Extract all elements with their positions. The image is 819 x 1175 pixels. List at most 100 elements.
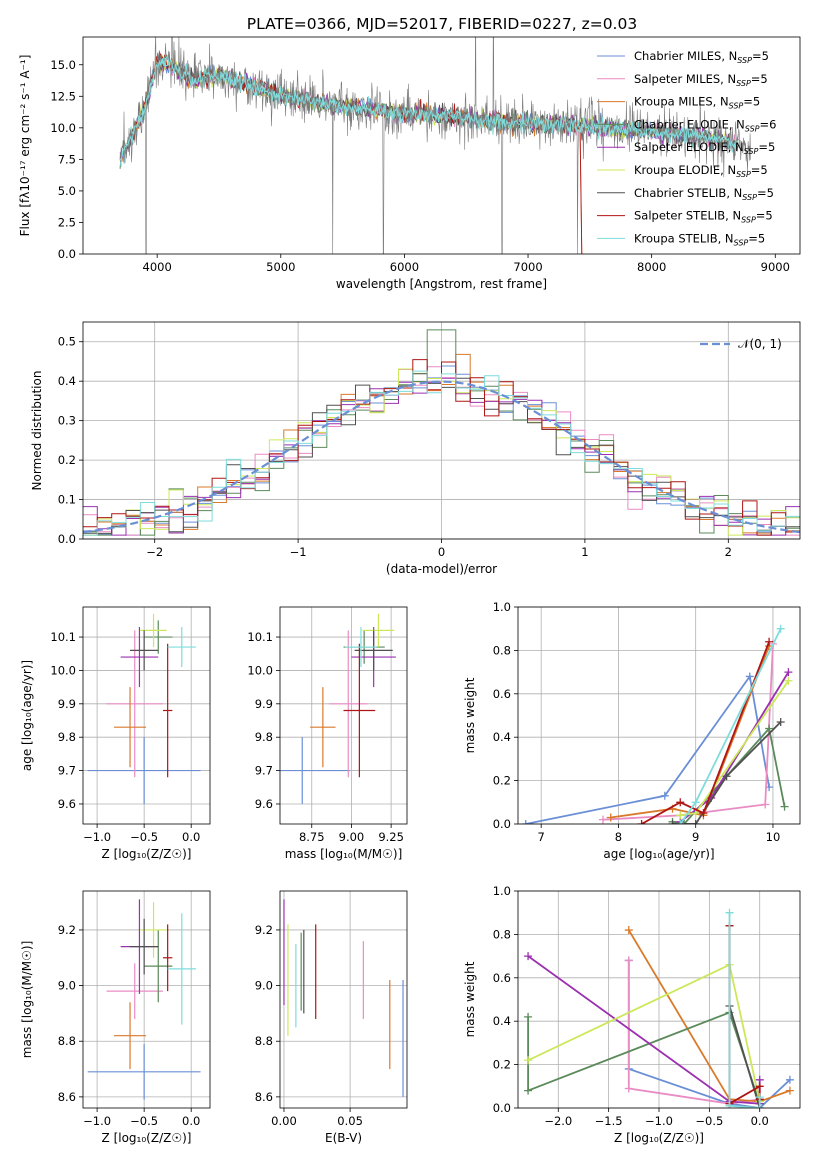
x-tick-label: 9	[692, 830, 699, 844]
y-tick-label: 10.0	[50, 663, 76, 677]
y-tick-label: 7.5	[58, 152, 76, 166]
y-tick-label: 0.0	[58, 247, 76, 261]
legend-label: Kroupa STELIB, NSSP=5	[634, 231, 765, 247]
x-tick-label: 5000	[266, 260, 295, 274]
x-tick-label: 7000	[513, 260, 542, 274]
spectrum-observed	[119, 37, 751, 254]
y-tick-label: 9.8	[58, 730, 76, 744]
spectrum-model-salpeter-stelib	[119, 53, 583, 254]
series-line-chabrier-miles	[525, 674, 770, 824]
series-line-kroupa-miles	[610, 645, 770, 819]
y-tick-label: 0.0	[493, 1101, 511, 1115]
axes-frame	[279, 890, 408, 1109]
y-tick-label: 10.1	[50, 630, 76, 644]
x-tick-label: −0.5	[130, 1114, 158, 1128]
panel-mass-vs-reddening: 0.00 0.05 8.6 8.8 9.0 9.2 E(B-V)	[255, 890, 408, 1145]
x-tick-label: 4000	[143, 260, 172, 274]
y-tick-label: 0.4	[58, 374, 76, 388]
y-tick-label: 10.0	[247, 663, 273, 677]
axes-frame	[82, 606, 211, 825]
y-tick-label: 9.6	[58, 797, 76, 811]
series-marker	[598, 815, 607, 824]
legend-label: Kroupa MILES, NSSP=5	[634, 95, 760, 111]
panel-spectrum: 4000 5000 6000 7000 8000 9000 0.0 2.5 5.0 7.5 10.0…	[18, 36, 801, 291]
axes-frame	[82, 321, 801, 540]
series-marker	[524, 952, 533, 961]
series-marker	[699, 809, 708, 818]
y-tick-label: 0.8	[493, 927, 511, 941]
y-tick-label: 8.6	[58, 1090, 76, 1104]
errorbars	[280, 613, 396, 804]
y-tick-label: 8.8	[255, 1034, 273, 1048]
series-marker	[691, 820, 700, 824]
series-marker	[765, 724, 774, 733]
y-tick-label: 0.2	[493, 774, 511, 788]
spectrum-model-kroupa-miles	[119, 57, 583, 254]
x-tick-label: 9.00	[339, 830, 365, 844]
series-marker	[668, 820, 677, 824]
x-tick-label: 2	[725, 545, 732, 559]
y-tick-label: 9.9	[58, 697, 76, 711]
y-axis-label: age [log₁₀(age/yr)]	[20, 660, 34, 771]
axes-frame	[279, 606, 408, 825]
series-line-salpeter-miles	[627, 960, 760, 1105]
x-tick-label: −2.0	[544, 1114, 572, 1128]
errorbars	[87, 899, 201, 1100]
y-axis-label: mass weight	[463, 677, 477, 753]
series-marker	[624, 1084, 633, 1093]
series-marker	[637, 820, 646, 824]
series-line-salpeter-elodie	[527, 955, 761, 1105]
x-tick-label: 7	[538, 830, 545, 844]
x-tick-label: −0.5	[130, 830, 158, 844]
y-tick-label: 0.4	[493, 730, 511, 744]
legend-label: Chabrier STELIB, NSSP=5	[634, 186, 774, 202]
y-tick-label: 9.0	[58, 979, 76, 993]
y-tick-label: 9.8	[255, 730, 273, 744]
y-tick-label: 0.0	[493, 817, 511, 831]
errorbars	[87, 613, 201, 804]
x-axis-label: mass [log₁₀(M/M☉)]	[285, 847, 403, 861]
x-tick-label: −0.5	[695, 1114, 723, 1128]
x-tick-label: 0.0	[182, 830, 200, 844]
y-tick-label: 0.6	[493, 971, 511, 985]
series-marker	[691, 798, 700, 807]
weight-lines	[521, 624, 793, 824]
y-axis-label: Flux [fλ10⁻¹⁷ erg cm⁻² s⁻¹ A⁻¹]	[18, 55, 32, 237]
series-marker	[676, 820, 685, 824]
series-marker	[606, 813, 615, 822]
x-axis-label: Z [log₁₀(Z/Z☉)]	[102, 847, 192, 861]
series-marker	[780, 802, 789, 811]
series-marker	[624, 926, 633, 935]
y-tick-label: 1.0	[493, 600, 511, 614]
histogram-kroupa-stelib	[83, 370, 800, 536]
series-marker	[755, 1104, 764, 1108]
series-marker	[765, 637, 774, 646]
series-marker	[524, 1086, 533, 1095]
series-marker	[785, 1086, 794, 1095]
figure-title: PLATE=0366, MJD=52017, FIBERID=0227, z=0…	[247, 15, 637, 33]
y-tick-label: 9.7	[255, 764, 273, 778]
y-tick-label: 8.8	[58, 1034, 76, 1048]
spectrum-lines	[119, 37, 751, 254]
y-tick-label: 1.0	[493, 884, 511, 898]
y-tick-label: 15.0	[50, 58, 76, 72]
panel-weight-vs-age: 7 8 9 10 0.0 0.2 0.4 0.6 0.8 1.0 age [log₁₀(age/yr…	[463, 600, 801, 861]
series-marker	[624, 956, 633, 965]
series-marker	[755, 1082, 764, 1091]
x-tick-label: 0.00	[271, 1114, 297, 1128]
series-marker	[745, 672, 754, 681]
series-marker	[660, 791, 669, 800]
y-tick-label: 8.6	[255, 1090, 273, 1104]
series-marker	[784, 676, 793, 685]
series-marker	[524, 1012, 533, 1021]
y-tick-label: 0.6	[493, 687, 511, 701]
series-marker	[722, 772, 731, 781]
x-tick-label: 8.75	[299, 830, 325, 844]
y-tick-label: 0.4	[493, 1014, 511, 1028]
y-axis-label: mass weight	[463, 961, 477, 1037]
y-tick-label: 0.5	[58, 335, 76, 349]
weight-lines	[524, 908, 794, 1108]
y-tick-label: 9.9	[255, 697, 273, 711]
x-tick-label: −1.5	[595, 1114, 623, 1128]
